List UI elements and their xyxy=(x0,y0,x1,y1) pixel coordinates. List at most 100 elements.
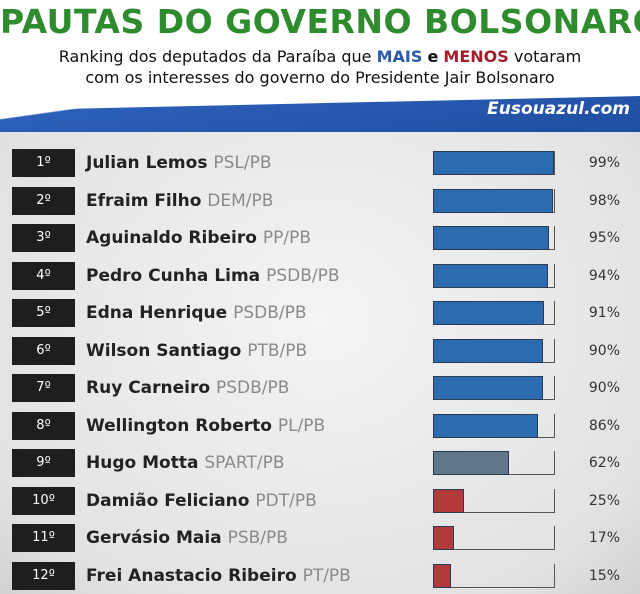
bar xyxy=(433,301,545,325)
percent-label: 15% xyxy=(588,567,620,584)
bar xyxy=(433,188,553,213)
party-label: DEM/PB xyxy=(207,190,274,211)
subtitle: Ranking dos deputados da Paraíba que MAI… xyxy=(0,46,640,88)
deputy-name: Julian Lemos PSL/PB xyxy=(86,150,272,176)
deputy-name-text: Wellington Roberto xyxy=(86,415,278,436)
bar xyxy=(433,413,538,438)
ranking-row: 1º Julian Lemos PSL/PB 99% xyxy=(0,148,640,178)
page-title: PAUTAS DO GOVERNO BOLSONARO xyxy=(0,2,640,41)
bar-track xyxy=(433,263,555,288)
bar-track xyxy=(433,151,555,175)
bar xyxy=(433,563,452,588)
party-label: PSDB/PB xyxy=(266,265,340,286)
rank-badge: 11º xyxy=(12,524,75,552)
ranking-row: 9º Hugo Motta SPART/PB 62% xyxy=(0,448,640,478)
deputy-name: Damião Feliciano PDT/PB xyxy=(86,488,317,514)
deputy-name: Efraim Filho DEM/PB xyxy=(86,188,273,214)
subtitle-line-2: com os interesses do governo do Presiden… xyxy=(85,68,555,87)
percent-label: 86% xyxy=(588,417,620,434)
party-label: PL/PB xyxy=(277,415,326,436)
subtitle-text-2: votaram xyxy=(513,47,582,66)
deputy-name: Hugo Motta SPART/PB xyxy=(86,450,285,476)
rank-badge: 9º xyxy=(12,449,75,477)
percent-label: 94% xyxy=(588,267,620,284)
rank-badge: 4º xyxy=(12,261,75,290)
ranking-row: 6º Wilson Santiago PTB/PB 90% xyxy=(0,336,640,366)
percent-label: 91% xyxy=(588,305,620,321)
bar xyxy=(433,451,509,475)
ranking-row: 7º Ruy Carneiro PSDB/PB 90% xyxy=(0,373,640,403)
bar-track xyxy=(433,413,555,438)
deputy-name: Gervásio Maia PSB/PB xyxy=(86,525,288,551)
deputy-name-text: Efraim Filho xyxy=(86,190,208,211)
subtitle-text-1: Ranking dos deputados da Paraíba que xyxy=(58,47,372,66)
bar-track xyxy=(433,563,555,588)
rank-badge: 12º xyxy=(12,561,75,590)
party-label: PSB/PB xyxy=(227,528,288,548)
bar-track xyxy=(433,488,555,513)
deputy-name: Aguinaldo Ribeiro PP/PB xyxy=(86,225,311,251)
ranking-row: 11º Gervásio Maia PSB/PB 17% xyxy=(0,523,640,553)
party-label: PSDB/PB xyxy=(215,378,290,398)
percent-label: 25% xyxy=(588,492,620,509)
rank-badge: 3º xyxy=(12,224,75,252)
party-label: PSL/PB xyxy=(213,153,272,173)
party-label: PT/PB xyxy=(302,565,351,586)
party-label: PP/PB xyxy=(262,228,312,248)
deputy-name-text: Wilson Santiago xyxy=(86,340,248,361)
rank-badge: 10º xyxy=(12,486,75,515)
party-label: SPART/PB xyxy=(204,453,285,473)
deputy-name: Edna Henrique PSDB/PB xyxy=(86,300,307,326)
bar xyxy=(433,226,549,250)
subtitle-e: e xyxy=(427,47,439,66)
deputy-name: Ruy Carneiro PSDB/PB xyxy=(86,375,289,401)
deputy-name-text: Pedro Cunha Lima xyxy=(86,265,267,286)
bar-track xyxy=(433,188,555,213)
deputy-name-text: Gervásio Maia xyxy=(86,528,228,548)
ranking-row: 10º Damião Feliciano PDT/PB 25% xyxy=(0,486,640,516)
subtitle-mais: MAIS xyxy=(376,47,423,66)
percent-label: 17% xyxy=(588,530,620,546)
deputy-name: Wilson Santiago PTB/PB xyxy=(86,338,307,364)
party-label: PSDB/PB xyxy=(233,303,307,323)
deputy-name: Pedro Cunha Lima PSDB/PB xyxy=(86,263,340,289)
percent-label: 90% xyxy=(588,342,620,359)
percent-label: 98% xyxy=(588,192,620,209)
party-label: PDT/PB xyxy=(255,490,317,511)
bar-track xyxy=(433,301,555,325)
deputy-name-text: Frei Anastacio Ribeiro xyxy=(86,565,303,586)
percent-label: 99% xyxy=(588,155,620,171)
ranking-row: 12º Frei Anastacio Ribeiro PT/PB 15% xyxy=(0,561,640,591)
bar-track xyxy=(433,338,555,363)
ranking-row: 5º Edna Henrique PSDB/PB 91% xyxy=(0,298,640,328)
bar-track xyxy=(433,451,555,475)
deputy-name-text: Hugo Motta xyxy=(86,453,205,473)
ranking-row: 3º Aguinaldo Ribeiro PP/PB 95% xyxy=(0,223,640,253)
deputy-name-text: Ruy Carneiro xyxy=(86,378,216,398)
deputy-name-text: Edna Henrique xyxy=(86,303,234,323)
header: PAUTAS DO GOVERNO BOLSONARO Ranking dos … xyxy=(0,0,640,132)
bar-track xyxy=(433,376,555,400)
deputy-name: Wellington Roberto PL/PB xyxy=(86,413,325,439)
rank-badge: 2º xyxy=(12,186,75,215)
ranking-row: 8º Wellington Roberto PL/PB 86% xyxy=(0,411,640,441)
brand-logo: Eusouazul.com xyxy=(487,99,630,119)
bar xyxy=(433,376,543,400)
percent-label: 95% xyxy=(588,230,620,246)
rank-badge: 6º xyxy=(12,336,75,365)
ranking-row: 2º Efraim Filho DEM/PB 98% xyxy=(0,186,640,216)
rank-badge: 7º xyxy=(12,374,75,402)
rank-badge: 8º xyxy=(12,411,75,440)
bar xyxy=(433,526,454,550)
bar xyxy=(433,263,548,288)
subtitle-menos: MENOS xyxy=(443,47,509,66)
bar xyxy=(433,488,464,513)
bar xyxy=(433,338,543,363)
bar-track xyxy=(433,526,555,550)
bar-track xyxy=(433,226,555,250)
deputy-name-text: Julian Lemos xyxy=(86,153,214,173)
ranking-row: 4º Pedro Cunha Lima PSDB/PB 94% xyxy=(0,261,640,291)
percent-label: 90% xyxy=(588,380,620,396)
rank-badge: 5º xyxy=(12,299,75,327)
deputy-name-text: Aguinaldo Ribeiro xyxy=(86,228,263,248)
